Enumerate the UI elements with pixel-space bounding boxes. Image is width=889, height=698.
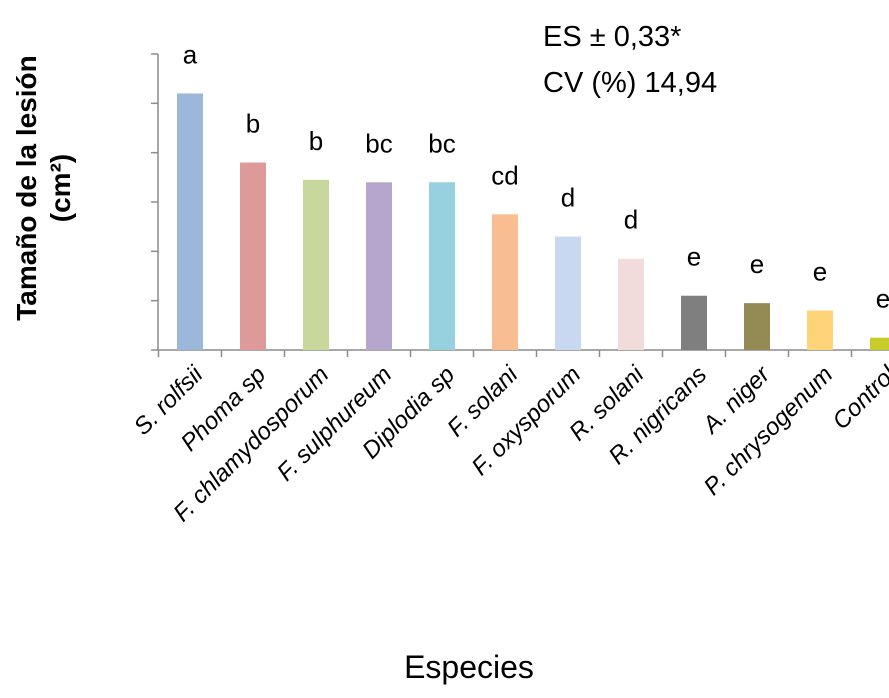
bar-11 — [807, 310, 833, 350]
bar-8 — [618, 258, 644, 350]
bar-5 — [429, 182, 455, 350]
significance-label: e — [813, 257, 827, 287]
bar-4 — [366, 182, 392, 350]
significance-label: e — [687, 242, 701, 272]
bar-7 — [555, 236, 581, 350]
significance-label: b — [246, 109, 260, 139]
significance-label: bc — [428, 128, 455, 158]
category-label: F. oxysporum — [467, 361, 587, 481]
significance-label: e — [876, 284, 889, 314]
bar-9 — [681, 295, 707, 350]
bar-2 — [240, 162, 266, 350]
bar-12 — [870, 337, 889, 350]
significance-label: a — [183, 39, 198, 69]
bar-1 — [177, 93, 203, 350]
x-axis-title: Especies — [404, 649, 534, 685]
significance-label: bc — [365, 128, 392, 158]
y-axis-title-line1: Tamaño de la lesión — [11, 55, 42, 321]
bars-layer — [177, 93, 889, 350]
bar-10 — [744, 303, 770, 350]
significance-label: e — [750, 249, 764, 279]
significance-label: b — [309, 126, 323, 156]
significance-label: cd — [491, 160, 518, 190]
significance-label: d — [624, 205, 638, 235]
category-label: Control — [827, 361, 889, 435]
significance-label: d — [561, 183, 575, 213]
stat-cv-annotation: CV (%) 14,94 — [543, 67, 717, 99]
stat-es-annotation: ES ± 0,33* — [543, 21, 681, 53]
bar-3 — [303, 179, 329, 350]
y-axis-title-line2: (cm²) — [45, 154, 76, 222]
y-axis-title: Tamaño de la lesión (cm²) — [11, 55, 76, 321]
bar-6 — [492, 214, 518, 350]
